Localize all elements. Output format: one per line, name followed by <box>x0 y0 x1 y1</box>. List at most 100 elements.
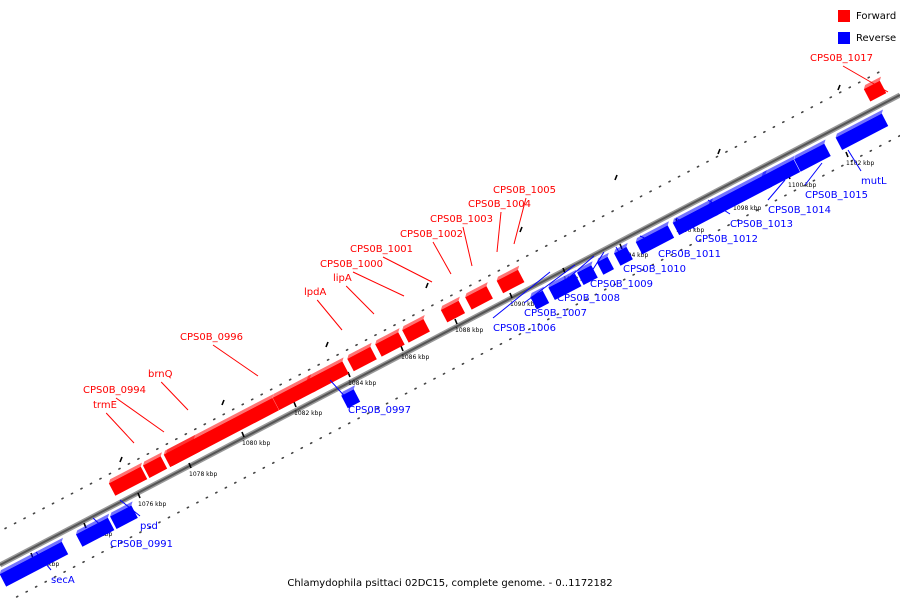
gene-bevel <box>672 198 713 223</box>
gene-block <box>465 286 493 310</box>
gene-trmE <box>108 462 148 496</box>
leader-line <box>212 344 259 377</box>
gene-CPS0B_1014 <box>761 155 801 189</box>
genome-backbone <box>0 92 900 568</box>
label-CPS0B_1012: CPS0B_1012 <box>675 217 758 245</box>
tick-mark <box>400 345 404 352</box>
tick-label: 1102 kbp <box>846 160 874 167</box>
label-CPS0B_1007: CPS0B_1007 <box>523 264 587 319</box>
gene-brnQ <box>163 434 201 468</box>
gene-block <box>108 466 148 496</box>
gene-label: CPS0B_1011 <box>658 249 721 260</box>
gene-CPS0B_1012 <box>672 198 719 236</box>
gene-label: CPS0B_1004 <box>468 199 531 210</box>
gene-CPS0B_1013 <box>708 170 773 217</box>
label-CPS0B_1009: CPS0B_1009 <box>589 251 653 290</box>
leader-line <box>345 285 375 315</box>
label-CPS0B_0991: CPS0B_0991 <box>92 517 173 550</box>
minor-tick <box>614 174 618 181</box>
gene-CPS0B_0994 <box>142 452 168 478</box>
gene-block <box>272 378 317 411</box>
leader-line <box>767 179 786 201</box>
leader-line <box>492 271 551 319</box>
gene-block <box>708 174 773 217</box>
leader-line <box>382 256 433 283</box>
label-CPS0B_0994: CPS0B_0994 <box>83 385 165 433</box>
label-CPS0B_1003: CPS0B_1003 <box>430 214 493 267</box>
leader-line <box>523 264 576 304</box>
legend-forward: Forward <box>838 8 898 24</box>
label-CPS0B_1005: CPS0B_1005 <box>493 185 556 245</box>
gene-label: CPS0B_1013 <box>730 219 793 230</box>
map-caption: Chlamydophila psittaci 02DC15, complete … <box>287 578 613 589</box>
gene-label: CPS0B_1009 <box>590 279 653 290</box>
gene-label: CPS0B_0994 <box>83 385 146 396</box>
gene-label: CPS0B_1014 <box>768 205 831 216</box>
gene-CPS0B_1001 <box>375 328 405 357</box>
leader-line <box>105 412 135 444</box>
gene-CPS0B_1004 <box>465 282 493 310</box>
leader-line <box>615 246 624 260</box>
legend-reverse: Reverse <box>838 30 898 46</box>
gene-labels: CPS0B_1017 CPS0B_1005 CPS0B_1004 CPS0B_1003… <box>35 53 889 586</box>
leader-line <box>589 251 605 275</box>
forward-swatch <box>838 10 850 22</box>
label-CPS0B_1013: CPS0B_1013 <box>707 199 793 230</box>
tick-mark <box>241 431 245 438</box>
leader-line <box>556 255 595 289</box>
gene-CPS0B_0997 <box>341 385 361 409</box>
leader-line <box>432 241 452 275</box>
leader-line <box>92 517 111 535</box>
gene-bevel <box>548 269 577 288</box>
gene-block <box>142 456 168 478</box>
gene-bevel <box>272 374 312 398</box>
label-secA: secA <box>35 551 75 586</box>
leader-line <box>513 197 527 245</box>
gene-block <box>863 80 887 102</box>
gene-lipA <box>306 357 349 393</box>
tick-mark <box>188 462 192 469</box>
leader-line <box>804 162 823 186</box>
tick-label: 1076 kbp <box>138 501 166 508</box>
minor-tick <box>119 456 123 463</box>
label-CPS0B_0996: CPS0B_0996 <box>180 332 259 377</box>
tick-label: 1096 kbp <box>676 227 704 234</box>
minor-tick <box>519 226 523 233</box>
gene-label: lipA <box>333 273 352 284</box>
leader-line <box>707 199 731 215</box>
label-CPS0B_1008: CPS0B_1008 <box>556 255 620 304</box>
gene-CPS0B_1009 <box>596 252 615 275</box>
gene-block <box>440 300 466 323</box>
gene-bevel <box>635 221 669 243</box>
leader-line <box>316 299 343 331</box>
tick-label: 1088 kbp <box>455 327 483 334</box>
leader-line <box>496 211 502 253</box>
gene-bevel <box>794 139 826 160</box>
gene-label: CPS0B_1007 <box>524 308 587 319</box>
leader-line <box>160 381 189 411</box>
gene-bevel <box>761 155 795 177</box>
gene-CPS0B_1005 <box>496 265 525 294</box>
scale-dots <box>0 67 900 598</box>
leader-line <box>115 397 165 433</box>
gene-label: secA <box>51 575 75 586</box>
gene-bevel <box>306 357 344 380</box>
gene-bevel <box>108 462 143 484</box>
gene-label: CPS0B_1010 <box>623 264 686 275</box>
dots-upper <box>0 67 887 533</box>
leader-line <box>35 551 52 571</box>
tick-label: 1078 kbp <box>189 471 217 478</box>
gene-block <box>347 346 377 372</box>
gene-block <box>835 113 889 151</box>
label-CPS0B_1014: CPS0B_1014 <box>767 179 831 216</box>
gene-bevel <box>530 286 544 298</box>
gene-bevel <box>496 265 520 281</box>
gene-label: CPS0B_1005 <box>493 185 556 196</box>
gene-label: brnQ <box>148 369 173 380</box>
dots-lower <box>15 134 900 598</box>
gene-block <box>306 361 349 393</box>
gene-mutL <box>835 109 889 151</box>
gene-bevel <box>577 261 593 273</box>
